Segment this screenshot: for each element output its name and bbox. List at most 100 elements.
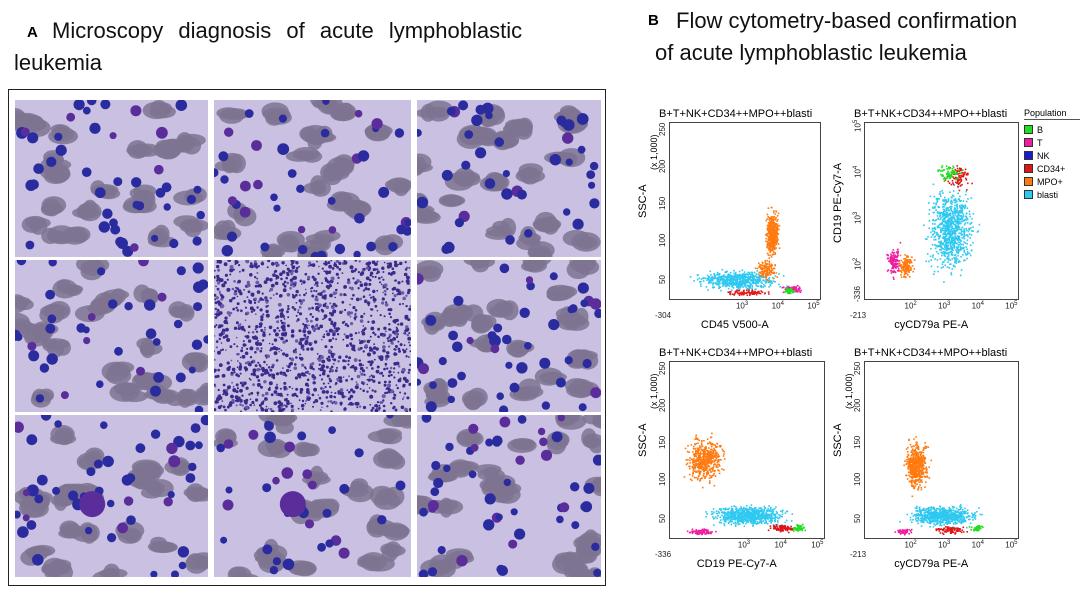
event-dot-blasti (939, 258, 942, 260)
event-dot-blasti (730, 521, 733, 523)
event-dot-blasti (950, 202, 952, 204)
event-dot-mpo+ (919, 459, 922, 461)
event-dot-blasti (960, 230, 963, 233)
event-dot-blasti (748, 516, 750, 519)
event-dot-blasti (972, 230, 974, 232)
event-dot-blasti (700, 281, 702, 283)
event-dot-t (896, 255, 899, 257)
event-dot-mpo+ (772, 251, 775, 253)
event-dot-t (793, 285, 795, 288)
event-dot-cd34+ (958, 169, 961, 171)
event-dot-mpo+ (774, 213, 776, 215)
event-dot-blasti (746, 508, 749, 510)
event-dot-cd34+ (959, 181, 961, 184)
event-dot-blasti (713, 276, 716, 279)
event-dot-mpo+ (707, 465, 710, 467)
event-dot-blasti (765, 519, 767, 521)
event-dot-mpo+ (698, 467, 700, 469)
event-dot-blasti (772, 508, 774, 511)
event-dot-blasti (715, 283, 718, 286)
event-dot-blasti (736, 509, 738, 512)
event-dot-mpo+ (703, 470, 705, 473)
event-dot-mpo+ (715, 457, 718, 459)
event-dot-b (953, 166, 955, 169)
event-dot-mpo+ (918, 477, 921, 479)
x-min-tick: -336 (655, 550, 672, 559)
event-dot-blasti (774, 275, 777, 277)
event-dot-t (892, 267, 895, 270)
event-dot-mpo+ (928, 466, 930, 468)
event-dot-blasti (954, 258, 956, 260)
event-dot-mpo+ (915, 454, 917, 457)
event-dot-blasti (957, 236, 960, 239)
event-dot-blasti (944, 259, 946, 261)
event-dot-blasti (952, 228, 954, 230)
event-dot-blasti (713, 511, 715, 514)
event-dot-mpo+ (903, 266, 905, 269)
event-dot-blasti (729, 520, 732, 522)
event-dot-mpo+ (702, 453, 705, 455)
event-dot-mpo+ (919, 476, 922, 478)
event-dot-blasti (936, 266, 939, 268)
event-dot-mpo+ (695, 463, 698, 465)
event-dot-mpo+ (700, 460, 702, 463)
event-dot-mpo+ (689, 465, 691, 468)
event-dot-blasti (959, 245, 962, 248)
event-dot-blasti (962, 205, 965, 207)
event-dot-blasti (753, 516, 755, 518)
event-dot-mpo+ (911, 451, 914, 454)
event-dot-mpo+ (909, 466, 912, 469)
event-dot-blasti (723, 282, 725, 284)
event-dot-mpo+ (759, 264, 761, 266)
event-dot-mpo+ (717, 469, 719, 471)
event-dot-mpo+ (765, 219, 768, 222)
event-dot-blasti (711, 278, 714, 280)
y-tick: 150 (658, 196, 667, 210)
event-dot-blasti (760, 517, 763, 519)
event-dot-blasti (959, 212, 962, 214)
event-dot-mpo+ (769, 254, 771, 257)
event-dot-cd34+ (756, 291, 759, 293)
event-dot-blasti (782, 509, 784, 512)
event-dot-mpo+ (698, 464, 700, 467)
event-dot-t (797, 284, 799, 287)
event-dot-mpo+ (920, 463, 923, 466)
event-dot-blasti (766, 513, 768, 515)
event-dot-blasti (785, 510, 788, 513)
event-dot-blasti (944, 255, 946, 257)
event-dot-blasti (948, 242, 951, 244)
event-dot-blasti (717, 515, 719, 517)
event-dot-blasti (964, 222, 967, 224)
event-dot-b (946, 174, 949, 177)
event-dot-cd34+ (953, 173, 955, 175)
event-dot-blasti (750, 507, 752, 509)
event-dot-blasti (923, 521, 925, 524)
event-dot-blasti (771, 510, 773, 513)
event-dot-blasti (917, 516, 919, 519)
event-dot-blasti (760, 281, 763, 283)
event-dot-blasti (933, 230, 936, 233)
event-dot-cd34+ (959, 178, 962, 180)
event-dot-mpo+ (699, 472, 701, 475)
event-dot-blasti (939, 245, 942, 247)
event-dot-mpo+ (720, 445, 722, 447)
event-dot-mpo+ (768, 244, 771, 246)
event-dot-mpo+ (904, 260, 907, 262)
event-dot-mpo+ (765, 237, 768, 240)
event-dot-mpo+ (903, 464, 905, 467)
event-dot-blasti (757, 513, 760, 515)
event-dot-mpo+ (904, 267, 907, 269)
event-dot-mpo+ (703, 460, 706, 463)
event-dot-blasti (771, 520, 774, 522)
event-dot-blasti (772, 277, 774, 279)
event-dot-b (946, 172, 949, 175)
event-dot-blasti (951, 236, 953, 239)
event-dot-blasti (943, 519, 946, 522)
event-dot-b (790, 290, 793, 292)
event-dot-mpo+ (917, 489, 919, 491)
event-dot-mpo+ (907, 269, 909, 272)
event-dot-blasti (727, 516, 729, 518)
event-dot-mpo+ (915, 478, 917, 481)
event-dot-mpo+ (768, 247, 771, 249)
event-dot-blasti (762, 517, 765, 519)
